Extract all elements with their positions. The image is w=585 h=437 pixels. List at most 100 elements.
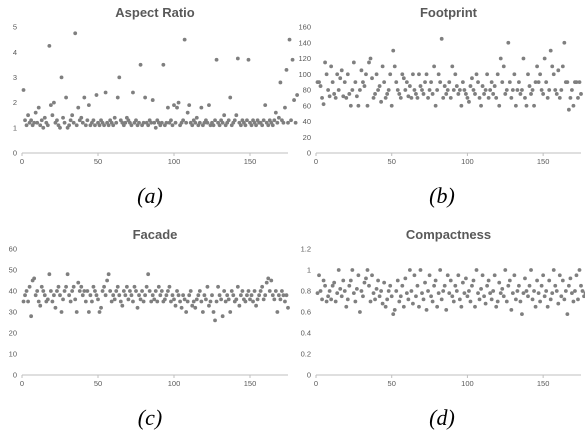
data-point <box>246 57 251 62</box>
data-point <box>556 68 561 73</box>
data-point <box>439 297 444 302</box>
data-point <box>156 284 161 289</box>
data-point <box>200 310 205 314</box>
data-point <box>374 72 379 77</box>
data-point <box>454 289 459 293</box>
data-point <box>418 84 423 88</box>
y-tick-label: 100 <box>298 70 311 79</box>
data-point <box>96 297 100 302</box>
data-point <box>576 297 580 302</box>
data-point <box>73 297 78 302</box>
data-point <box>368 299 373 304</box>
x-tick-label: 50 <box>388 379 396 388</box>
data-point <box>465 95 470 100</box>
data-point <box>500 287 505 291</box>
data-point <box>582 294 585 299</box>
data-point <box>159 289 164 293</box>
data-point <box>565 312 570 316</box>
data-point <box>351 291 356 295</box>
data-point <box>61 297 65 302</box>
data-point <box>392 308 397 312</box>
data-point <box>193 305 198 310</box>
data-point <box>412 88 417 92</box>
x-tick-label: 150 <box>244 157 257 166</box>
y-tick-label: 0.6 <box>301 308 311 317</box>
data-point <box>329 297 334 302</box>
data-point <box>283 105 287 110</box>
data-point <box>207 103 211 108</box>
data-point <box>533 80 538 85</box>
x-tick-label: 100 <box>168 157 181 166</box>
data-point <box>97 310 102 314</box>
data-point <box>45 297 50 302</box>
data-point <box>197 120 202 125</box>
data-point <box>26 299 30 304</box>
data-point <box>149 299 154 304</box>
data-point <box>129 123 134 128</box>
data-point <box>102 123 106 128</box>
data-point <box>462 88 467 92</box>
data-point <box>159 120 164 125</box>
data-point <box>220 120 225 125</box>
x-tick-label: 0 <box>314 379 318 388</box>
data-point <box>205 284 210 289</box>
data-point <box>339 68 344 73</box>
data-point <box>370 273 374 278</box>
panel-facade: Facade 0 10 20 30 40 50 60 0 50 100 150 <box>0 222 292 392</box>
data-point <box>178 299 182 304</box>
data-point <box>260 123 265 128</box>
data-point <box>283 299 287 304</box>
x-tick-label: 150 <box>537 157 550 166</box>
data-point <box>370 76 374 81</box>
data-point <box>24 289 29 293</box>
data-point <box>35 120 40 125</box>
data-point <box>67 123 72 128</box>
data-point <box>512 72 517 77</box>
data-point <box>465 294 470 299</box>
data-point <box>269 278 274 283</box>
data-point <box>278 297 283 302</box>
data-point <box>538 72 543 77</box>
data-point <box>150 293 155 298</box>
x-tick-label: 50 <box>94 379 102 388</box>
data-point <box>169 118 173 123</box>
data-point <box>176 100 181 105</box>
data-point <box>50 113 55 118</box>
data-point <box>204 297 208 302</box>
data-point <box>554 289 559 293</box>
data-point <box>438 80 443 85</box>
data-point <box>430 299 435 304</box>
data-point <box>287 37 292 42</box>
data-point <box>275 310 280 314</box>
data-point <box>228 95 233 100</box>
data-point <box>141 299 146 304</box>
data-point <box>155 299 160 304</box>
data-point <box>491 289 496 293</box>
data-point <box>32 276 37 281</box>
data-point <box>70 113 75 118</box>
data-point <box>181 118 186 123</box>
data-point <box>492 273 497 278</box>
data-point <box>94 293 99 298</box>
data-point <box>358 88 362 92</box>
data-point <box>128 289 132 293</box>
data-point <box>417 72 421 77</box>
data-point <box>38 123 43 128</box>
data-point <box>535 64 539 69</box>
data-point <box>382 80 387 85</box>
data-point <box>400 283 405 288</box>
data-point <box>459 103 464 108</box>
data-point <box>194 297 199 302</box>
data-point <box>164 293 169 298</box>
data-point <box>570 88 574 92</box>
data-point <box>222 289 227 293</box>
y-tick-label: 1 <box>307 266 311 275</box>
data-point <box>134 118 138 123</box>
data-point <box>280 289 284 293</box>
data-point <box>524 289 529 293</box>
data-point <box>354 287 359 291</box>
data-point <box>50 299 55 304</box>
data-point <box>226 118 231 123</box>
data-point <box>562 40 567 45</box>
data-point <box>172 103 176 108</box>
